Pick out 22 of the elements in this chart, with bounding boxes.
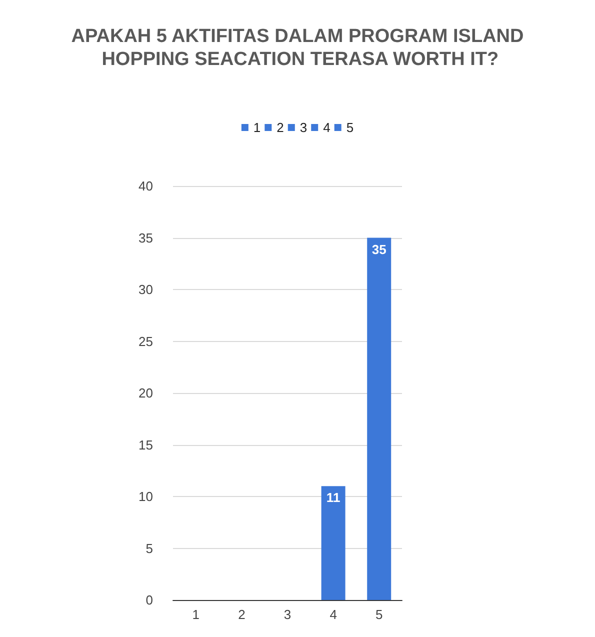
legend-label: 5 <box>346 120 354 135</box>
y-tick-label: 35 <box>138 230 153 246</box>
x-tick-label: 1 <box>192 607 200 622</box>
x-tick-label: 3 <box>284 607 292 622</box>
legend-label: 3 <box>300 120 308 135</box>
legend-label: 4 <box>323 120 330 135</box>
y-tick-label: 15 <box>138 437 153 452</box>
y-tick-label: 5 <box>146 540 153 556</box>
data-label: 11 <box>326 490 340 506</box>
y-tick-label: 30 <box>138 282 153 297</box>
y-tick-label: 20 <box>138 386 153 400</box>
y-tick-label: 25 <box>138 334 153 349</box>
y-tick-label: 40 <box>138 178 153 194</box>
legend-label: 1 <box>253 120 261 135</box>
x-tick-label: 4 <box>330 607 337 622</box>
y-tick-label: 0 <box>146 592 153 608</box>
y-tick-label: 10 <box>138 489 153 504</box>
data-label: 35 <box>372 242 386 257</box>
chart-title: APAKAH 5 AKTIFITAS DALAM PROGRAM ISLAND HOPPING SEACATION TERASA WORTH IT? <box>71 26 524 70</box>
x-tick-label: 2 <box>238 607 246 622</box>
legend-label: 2 <box>276 120 284 135</box>
x-tick-label: 5 <box>375 607 383 622</box>
